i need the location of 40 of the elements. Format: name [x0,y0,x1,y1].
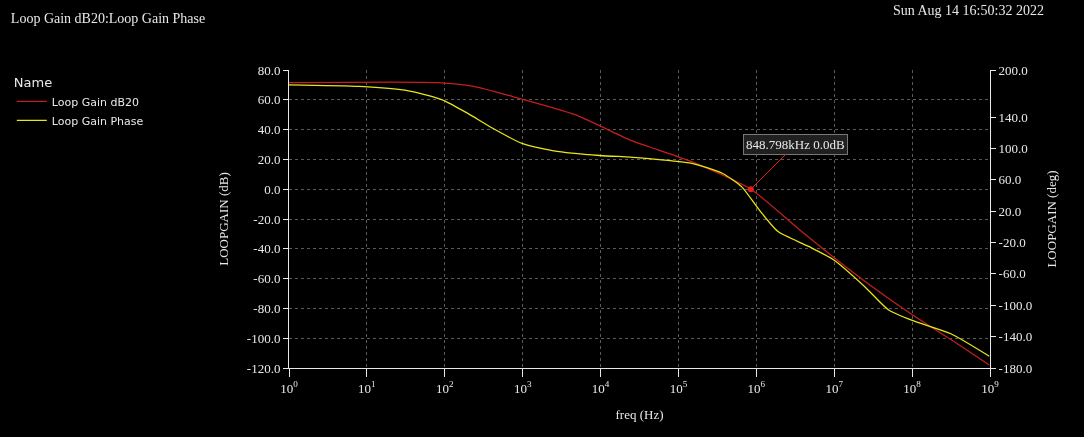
x-tick-label: 10$^{2}$ [436,379,455,396]
y-tick-label: 60.0 [257,92,281,108]
y-axis-title: LOOPGAIN (dB) [215,172,231,266]
legend-label: Loop Gain dB20 [51,95,139,109]
y-tick-label: 40.0 [257,122,281,138]
x-tick-label: 10$^{4}$ [591,379,610,396]
y-tick-label: 0.0 [264,181,281,197]
y2-tick-label: -60.0 [998,266,1026,282]
y2-tick-label: 140.0 [998,109,1028,125]
y-tick-label: 20.0 [257,151,281,167]
y-tick-label: -40.0 [253,241,281,257]
y2-tick-label: 20.0 [998,203,1022,219]
y2-tick-label: 200.0 [998,62,1028,78]
legend-title: Name [13,74,53,90]
x-tick-label: 10$^{5}$ [669,379,688,396]
y-tick-label: -80.0 [253,300,281,316]
legend-label: Loop Gain Phase [51,114,144,128]
y-tick-label: -100.0 [246,330,281,346]
y2-tick-label: -20.0 [998,235,1026,251]
x-tick-label: 10$^{1}$ [358,379,376,396]
x-tick-label: 10$^{7}$ [825,379,844,396]
x-tick-label: 10$^{6}$ [747,379,766,396]
annotation: 848.798kHz 0.0dB [746,137,845,152]
chart-subtitle: Sun Aug 14 16:50:32 2022 [893,3,1044,18]
y-tick-label: -120.0 [246,360,281,376]
y2-tick-label: 100.0 [998,140,1028,156]
y-tick-label: 80.0 [257,62,281,78]
y2-tick-label: 60.0 [998,172,1022,188]
x-tick-label: 10$^{9}$ [981,379,1000,396]
y2-axis-title: LOOPGAIN (deg) [1043,170,1059,268]
y2-tick-label: -100.0 [998,297,1033,313]
text: Loop Gain dB20:Loop Gain Phase [10,10,206,26]
x-tick-label: 10$^{3}$ [513,379,532,396]
y-tick-label: -60.0 [253,271,281,287]
y2-tick-label: -180.0 [998,360,1033,376]
x-axis-title: freq (Hz) [615,407,664,423]
y2-tick-label: -140.0 [998,329,1033,345]
y-tick-label: -20.0 [253,211,281,227]
x-tick-label: 10$^{0}$ [280,379,299,396]
x-tick-label: 10$^{8}$ [903,379,922,396]
